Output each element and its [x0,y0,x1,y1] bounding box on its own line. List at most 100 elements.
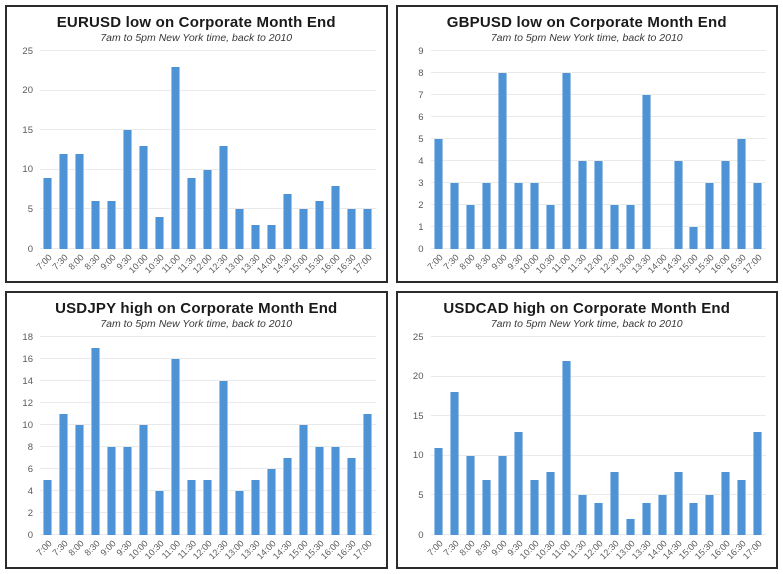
bar-13:30 [251,225,261,249]
bar-slot [248,51,264,249]
y-axis-tick-label: 20 [22,84,33,96]
chart-title: USDCAD high on Corporate Month End [443,300,731,317]
bar-7:30 [59,153,69,249]
bar-slot [510,51,526,249]
gridline [430,50,766,51]
y-axis-tick-label: 8 [418,67,424,79]
gridline [40,402,376,404]
bar-slot [750,337,766,535]
y-axis-tick-label: 10 [412,450,424,462]
bar-slot [200,337,216,535]
bar-slot [168,51,184,249]
bar-12:00 [593,161,603,249]
bar-slot [88,337,104,535]
x-axis: 7:00 7:30 8:00 8:30 9:00 9:30 10:00 10:30 11:00 1… [425,249,767,280]
bar-slot [670,51,686,249]
gridline [430,94,766,95]
bar-14:30 [673,471,683,535]
bar-slot [638,51,654,249]
bar-8:30 [91,201,101,249]
gridline [430,116,766,118]
y-axis-tick-label: 25 [412,331,424,343]
y-axis-tick-label: 6 [27,463,33,475]
y-axis-tick-label: 5 [27,203,33,215]
bar-11:30 [187,177,197,249]
bar-slot [343,51,359,249]
chart-area: 0 1 2 3 4 5 6 7 8 9 7:00 7:30 8:00 8:30 9:00 9:30 10:00… [405,46,767,280]
bar-17:00 [753,183,763,249]
bar-slot [296,51,312,249]
bar-16:30 [737,479,747,535]
bar-9:30 [513,432,523,535]
bar-17:00 [753,432,763,535]
bar-10:30 [155,217,165,249]
bar-slot [734,337,750,535]
bar-15:00 [298,425,308,535]
bar-14:30 [283,193,293,249]
bar-slot [670,337,686,535]
chart-area: 0 2 4 6 8 10 12 14 16 18 7:00 7:30 8:00 8:30 9:00 9:30… [14,332,376,566]
bar-slot [200,51,216,249]
bar-slot [431,51,447,249]
bar-16:00 [330,447,340,535]
bar-slot [296,337,312,535]
bar-slot [184,337,200,535]
bar-11:00 [171,66,181,249]
bar-16:00 [721,471,731,535]
plot-wrap: 7:00 7:30 8:00 8:30 9:00 9:30 10:00 10:30 11:00 1… [425,50,767,280]
bar-13:00 [235,209,245,249]
chart-title: USDJPY high on Corporate Month End [55,300,338,317]
y-axis-tick-label: 10 [22,419,33,431]
bar-slot [446,337,462,535]
bar-9:00 [497,455,507,535]
bar-12:30 [219,146,229,249]
bar-slot [40,337,56,535]
bar-slot [654,51,670,249]
gridline [430,494,766,496]
y-axis-tick-label: 20 [412,370,424,382]
gridline [430,415,766,417]
plot-wrap: 7:00 7:30 8:00 8:30 9:00 9:30 10:00 10:30 11:00 1… [35,50,376,280]
gridline [40,50,376,51]
bars [40,337,376,535]
bar-slot [264,51,280,249]
bar-15:30 [705,495,715,535]
bar-13:00 [235,491,245,535]
gridline [40,446,376,447]
bar-slot [590,337,606,535]
gridline [40,89,376,91]
bar-slot [478,51,494,249]
y-axis-tick-label: 14 [22,375,33,387]
bar-14:00 [267,225,277,249]
bar-slot [88,51,104,249]
y-axis-tick-label: 3 [418,177,424,189]
y-axis-tick-label: 16 [22,353,33,365]
y-axis: 0 1 2 3 4 5 6 7 8 9 [405,46,431,253]
bar-17:00 [362,414,372,535]
gridline [40,358,376,359]
y-axis-tick-label: 0 [27,529,33,541]
bar-9:30 [513,183,523,249]
bar-17:00 [362,209,372,249]
bar-slot [526,337,542,535]
bar-13:30 [641,503,651,535]
bar-8:30 [91,348,101,535]
y-axis-tick-label: 15 [412,410,424,422]
gridline [40,168,376,170]
plot-wrap: 7:00 7:30 8:00 8:30 9:00 9:30 10:00 10:30 11:00 1… [425,336,767,566]
x-axis: 7:00 7:30 8:00 8:30 9:00 9:30 10:00 10:30 11:00 1… [35,249,376,280]
bar-slot [264,337,280,535]
bar-11:00 [561,73,571,249]
x-axis: 7:00 7:30 8:00 8:30 9:00 9:30 10:00 10:30 11:00 1… [425,535,767,566]
bar-slot [494,51,510,249]
bar-7:30 [449,392,459,535]
y-axis-tick-label: 4 [27,485,33,497]
bar-slot [40,51,56,249]
bar-15:30 [705,183,715,249]
bar-slot [120,51,136,249]
bar-slot [104,51,120,249]
bar-slot [431,337,447,535]
bar-13:00 [625,519,635,535]
bar-15:30 [314,201,324,249]
